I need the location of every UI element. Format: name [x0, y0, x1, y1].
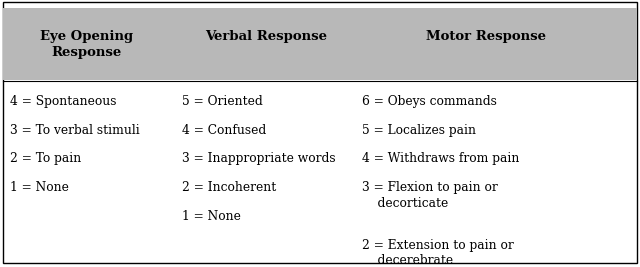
Text: 1 = None: 1 = None — [182, 210, 241, 223]
Bar — [3, 8, 637, 80]
Text: 6 = Obeys commands: 6 = Obeys commands — [362, 95, 497, 108]
Text: 5 = Oriented: 5 = Oriented — [182, 95, 263, 108]
Text: 2 = Extension to pain or
    decerebrate: 2 = Extension to pain or decerebrate — [362, 239, 513, 267]
Text: Verbal Response: Verbal Response — [205, 30, 326, 42]
Text: 4 = Confused: 4 = Confused — [182, 124, 267, 137]
Text: Eye Opening
Response: Eye Opening Response — [40, 30, 133, 58]
Text: 3 = Flexion to pain or
    decorticate: 3 = Flexion to pain or decorticate — [362, 181, 497, 210]
Text: 2 = To pain: 2 = To pain — [10, 152, 81, 166]
Text: Motor Response: Motor Response — [426, 30, 547, 42]
Text: 4 = Withdraws from pain: 4 = Withdraws from pain — [362, 152, 519, 166]
Text: 3 = Inappropriate words: 3 = Inappropriate words — [182, 152, 336, 166]
Text: 2 = Incoherent: 2 = Incoherent — [182, 181, 276, 194]
Text: 4 = Spontaneous: 4 = Spontaneous — [10, 95, 116, 108]
Text: 1 = None: 1 = None — [10, 181, 68, 194]
Text: 3 = To verbal stimuli: 3 = To verbal stimuli — [10, 124, 140, 137]
Text: 5 = Localizes pain: 5 = Localizes pain — [362, 124, 476, 137]
